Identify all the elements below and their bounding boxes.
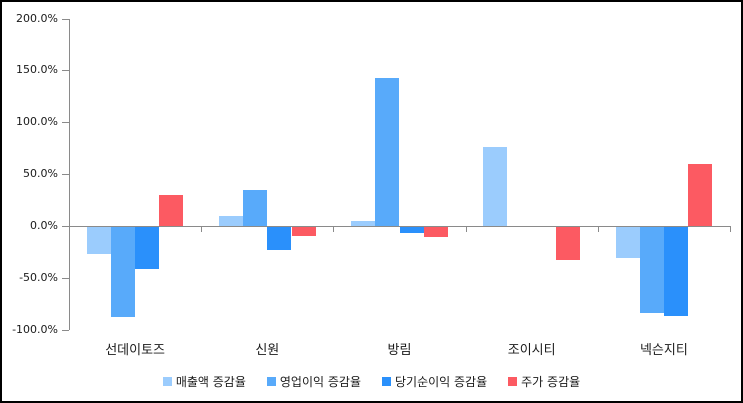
category-label: 방림 [387, 343, 412, 358]
bar [267, 226, 292, 250]
bar [135, 226, 160, 269]
bar [375, 77, 400, 226]
y-axis-line [69, 18, 70, 330]
y-axis-tick [62, 329, 69, 331]
legend-label: 주가 증감율 [521, 374, 581, 389]
y-axis-tick [62, 70, 69, 72]
y-axis-label: -50.0% [19, 270, 58, 284]
legend-label: 당기순이익 증감율 [395, 374, 488, 389]
bar [615, 226, 640, 259]
bar [291, 226, 316, 237]
y-axis-label: 0.0% [30, 219, 58, 232]
legend-label: 영업이익 증감율 [279, 374, 361, 389]
bar [555, 226, 581, 261]
category-label: 넥슨지티 [639, 343, 688, 358]
y-axis-label: 50.0% [23, 167, 58, 181]
legend-item: 매출액 증감율 [162, 373, 246, 390]
x-axis-tick [730, 226, 731, 232]
legend-item: 영업이익 증감율 [266, 373, 361, 390]
category-label: 조이시티 [507, 343, 556, 358]
legend-item: 당기순이익 증감율 [382, 373, 487, 390]
bar [423, 226, 448, 238]
y-axis-tick [62, 277, 69, 279]
bar [639, 226, 664, 314]
y-axis-label: 100.0% [16, 115, 58, 129]
y-axis-tick [62, 122, 69, 124]
bar [86, 226, 111, 254]
bar [159, 194, 184, 226]
bar [243, 189, 268, 226]
y-axis-tick [62, 18, 69, 20]
legend: 매출액 증감율 영업이익 증감율 당기순이익 증감율 주가 증감율 [2, 372, 741, 390]
bar [218, 215, 244, 226]
x-axis-tick [201, 226, 203, 232]
bar [110, 226, 136, 318]
x-axis-line [69, 226, 730, 227]
legend-swatch [162, 376, 172, 386]
category-label: 선데이토즈 [105, 343, 165, 358]
y-axis-tick [62, 174, 69, 176]
bar [351, 220, 376, 226]
legend-swatch [382, 376, 391, 386]
category-label: 신원 [255, 343, 280, 358]
legend-swatch [508, 376, 518, 386]
y-axis-label: -100.0% [12, 322, 58, 336]
bar [663, 226, 689, 317]
y-axis-label: 150.0% [16, 63, 58, 77]
y-axis-label: 200.0% [16, 11, 58, 25]
bar [399, 226, 424, 234]
x-axis-tick [597, 226, 599, 232]
x-axis-tick [333, 226, 335, 232]
legend-swatch [266, 376, 276, 386]
x-axis-tick [465, 226, 467, 232]
y-axis-tick [62, 226, 69, 227]
legend-item: 주가 증감율 [508, 373, 580, 390]
x-axis-tick [69, 226, 70, 232]
bar [688, 163, 713, 226]
bar [483, 147, 508, 226]
legend-label: 매출액 증감율 [175, 374, 246, 389]
